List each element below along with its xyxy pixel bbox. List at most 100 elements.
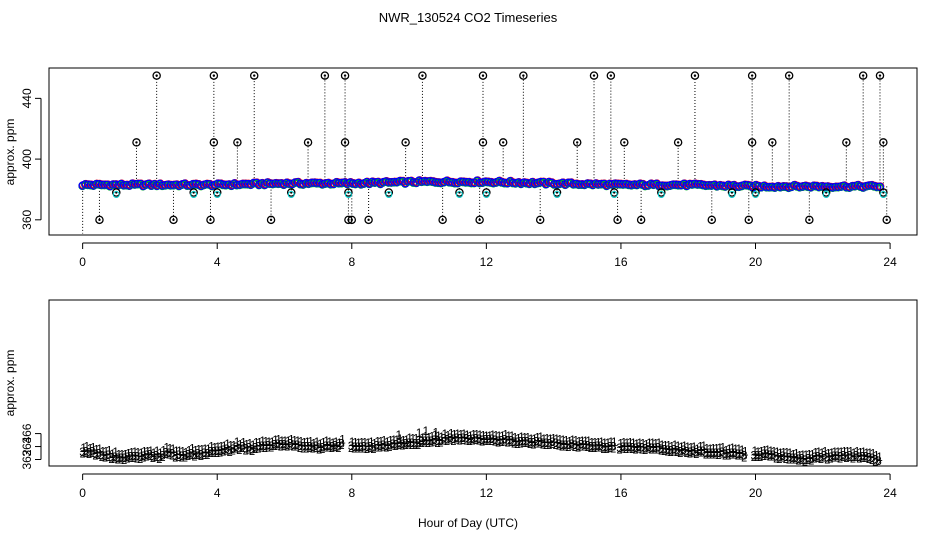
- y-tick-label: 400: [20, 149, 34, 169]
- series-1-point: 1: [154, 444, 161, 458]
- series-3-point: 3: [233, 440, 240, 454]
- series-3-point: 3: [862, 450, 869, 464]
- series-2-point: 2: [875, 458, 881, 470]
- series-2-point: 2: [604, 444, 610, 456]
- series-2-point: 2: [776, 454, 782, 466]
- series-1-point: 1: [317, 437, 324, 451]
- series-3-point: 3: [268, 439, 275, 453]
- series-1-point: 1: [394, 433, 401, 447]
- series-1-point: 1: [151, 446, 158, 460]
- spike-point: [589, 71, 599, 80]
- top-panel-ylabel: approx. ppm: [3, 119, 17, 186]
- series-3-point: 3: [549, 435, 556, 449]
- series-2-point: 2: [396, 440, 402, 452]
- series-1-point: 1: [771, 445, 778, 459]
- x-tick-label: 4: [214, 255, 221, 269]
- series-2-point: 2: [252, 444, 258, 456]
- spike-point: [475, 215, 484, 225]
- series-1-point: 1: [259, 434, 266, 448]
- series-2-point: 2: [652, 445, 658, 457]
- series-3-point: 3: [124, 450, 131, 464]
- spike-point: [613, 215, 622, 225]
- series-1-point: 1: [278, 434, 285, 448]
- series-3-point: 3: [556, 437, 563, 451]
- series-1-point: 1: [179, 444, 186, 458]
- spike-point-center: [478, 218, 481, 222]
- series-1-point: 1: [272, 433, 279, 447]
- series-2-point: 2: [597, 442, 603, 454]
- series-2-point: 2: [636, 444, 642, 456]
- series-2-point: 2: [508, 437, 514, 449]
- series-3-point: 3: [258, 439, 265, 453]
- spike-point: [455, 188, 464, 197]
- series-3-point: 3: [204, 446, 211, 460]
- spike-point-center: [421, 74, 424, 77]
- series-1-point: 1: [796, 449, 803, 463]
- series-2-point: 2: [434, 438, 440, 450]
- series-2-point: 2: [728, 449, 734, 461]
- series-3-point: 3: [130, 450, 137, 464]
- series-1-point: 1: [80, 441, 87, 455]
- series-3-point: 3: [377, 439, 384, 453]
- series-1-point: 1: [231, 438, 238, 452]
- series-1-point: 1: [419, 431, 426, 445]
- spike-point: [478, 71, 488, 80]
- series-3-point: 3: [207, 445, 214, 459]
- series-3-point: 3: [789, 451, 796, 465]
- series-3-point: 3: [220, 443, 227, 457]
- series-1-point: 1: [477, 428, 484, 442]
- series-1-point: 1: [656, 436, 663, 450]
- series-1-point: 1: [473, 428, 480, 442]
- series-3-point: 3: [517, 435, 524, 449]
- series-1-point: 1: [624, 436, 631, 450]
- series-2-point: 2: [680, 447, 686, 459]
- series-2-point: 2: [457, 435, 463, 447]
- series-2-point: 2: [450, 436, 456, 448]
- spike-point: [286, 188, 296, 197]
- series-3-point: 3: [102, 449, 109, 463]
- series-1-point: 1: [429, 429, 436, 443]
- series-3-point: 3: [249, 442, 256, 456]
- baseline-point-blue: [848, 182, 857, 191]
- series-3-point: 3: [399, 437, 406, 451]
- series-1-point: 1: [672, 438, 679, 452]
- series-2-point: 2: [473, 435, 479, 447]
- series-3-point: 3: [664, 443, 671, 457]
- x-tick-label: 8: [348, 255, 355, 269]
- series-1-point: 1: [454, 427, 461, 441]
- series-3-point: 3: [316, 441, 323, 455]
- series-1-point: 1: [700, 439, 707, 453]
- series-1-point: 1: [732, 442, 739, 456]
- spike-point: [882, 215, 891, 225]
- series-1-point: 1: [774, 445, 781, 459]
- series-2-point: 2: [546, 440, 552, 452]
- series-2-point: 2: [124, 453, 130, 465]
- series-3-point: 3: [127, 450, 134, 464]
- series-1-point: 1: [256, 436, 263, 450]
- spike-point-center: [676, 141, 680, 144]
- series-3-point: 3: [792, 451, 799, 465]
- spike-point-cyan: [657, 190, 665, 198]
- series-2-point: 2: [505, 437, 511, 449]
- spike-point-center: [878, 74, 882, 77]
- series-2-point: 2: [796, 456, 802, 468]
- series-2-point: 2: [565, 442, 571, 454]
- series-1-point: 1: [553, 432, 560, 446]
- series-1-point: 1: [493, 428, 500, 442]
- spike-point-cyan: [112, 190, 120, 198]
- series-2-point: 2: [243, 445, 249, 457]
- series-2-point: 2: [693, 449, 699, 461]
- series-2-point: 2: [380, 441, 386, 453]
- series-3-point: 3: [293, 438, 300, 452]
- series-3-point: 3: [230, 442, 237, 456]
- series-3-point: 3: [501, 433, 508, 447]
- series-1-point: 1: [234, 435, 241, 449]
- series-3-point: 3: [616, 441, 623, 455]
- series-3-point: 3: [814, 450, 821, 464]
- series-2-point: 2: [661, 446, 667, 458]
- series-1-point: 1: [847, 445, 854, 459]
- series-2-point: 2: [188, 450, 194, 462]
- series-2-point: 2: [310, 444, 316, 456]
- series-1-point: 1: [633, 437, 640, 451]
- series-2-point: 2: [585, 442, 591, 454]
